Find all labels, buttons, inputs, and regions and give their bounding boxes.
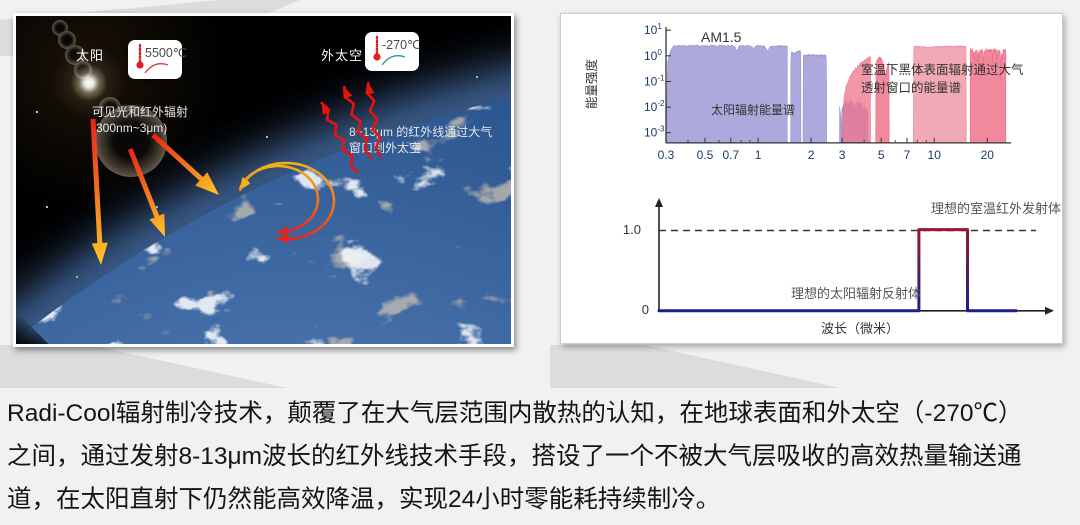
svg-text:0.3: 0.3 [658, 148, 675, 162]
svg-text:5: 5 [878, 148, 885, 162]
svg-text:0.7: 0.7 [722, 148, 739, 162]
svg-text:太阳辐射能量谱: 太阳辐射能量谱 [711, 102, 795, 117]
svg-text:理想的室温红外发射体: 理想的室温红外发射体 [931, 201, 1061, 216]
svg-text:透射窗口的能量谱: 透射窗口的能量谱 [861, 80, 961, 95]
svg-text:1.0: 1.0 [623, 222, 641, 237]
svg-text:10-2: 10-2 [644, 99, 665, 114]
svg-text:20: 20 [981, 148, 995, 162]
svg-text:波长（微米）: 波长（微米） [821, 321, 899, 336]
svg-text:100: 100 [644, 48, 662, 63]
svg-text:理想的太阳辐射反射体: 理想的太阳辐射反射体 [791, 286, 921, 301]
svg-text:0: 0 [642, 302, 649, 317]
svg-text:7: 7 [904, 148, 911, 162]
svg-text:101: 101 [644, 22, 662, 37]
svg-text:0.5: 0.5 [697, 148, 714, 162]
svg-text:2: 2 [808, 148, 815, 162]
svg-text:能量强度: 能量强度 [584, 58, 599, 109]
svg-text:3: 3 [839, 148, 846, 162]
svg-text:10-3: 10-3 [644, 125, 665, 140]
svg-text:1: 1 [755, 148, 762, 162]
svg-text:室温下黑体表面辐射通过大气: 室温下黑体表面辐射通过大气 [861, 62, 1024, 77]
svg-text:10-1: 10-1 [644, 74, 665, 89]
svg-text:10: 10 [928, 148, 942, 162]
svg-text:AM1.5: AM1.5 [701, 29, 742, 45]
